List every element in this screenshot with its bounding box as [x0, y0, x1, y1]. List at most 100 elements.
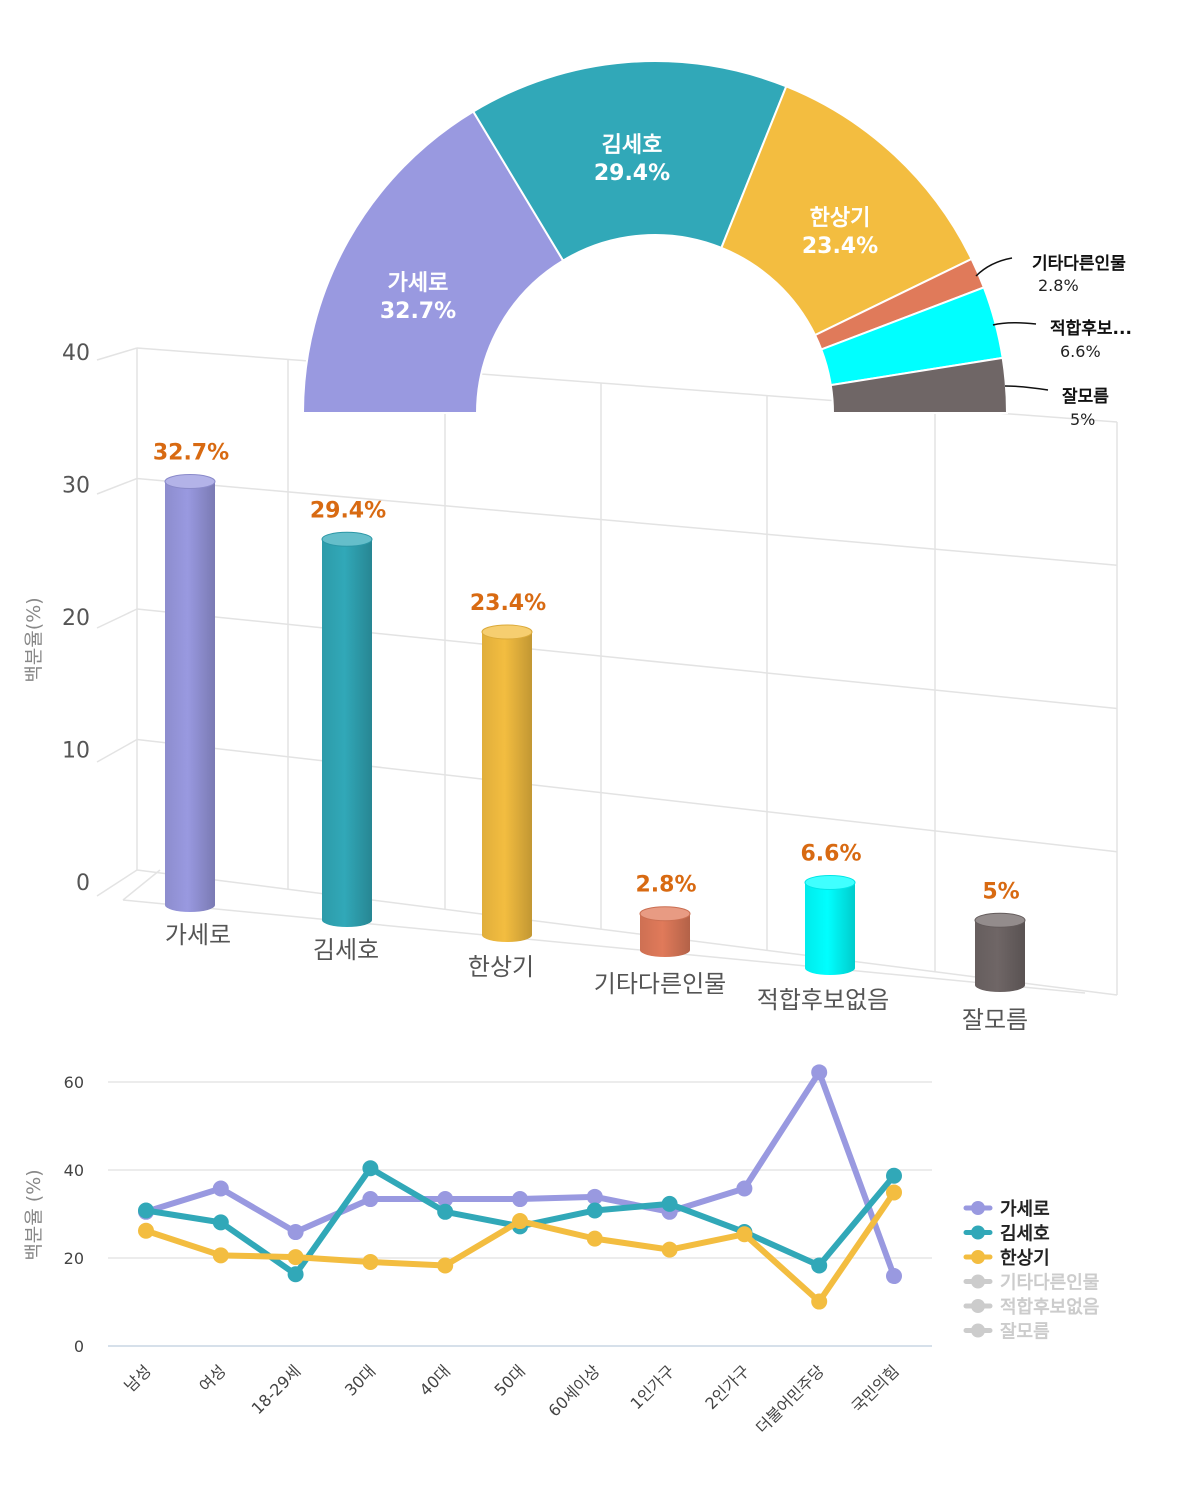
- legend-item-1: 김세호: [963, 1224, 1050, 1245]
- line-chart-ylabel: 백분율 (%): [23, 1169, 45, 1260]
- series-point-0-6: [586, 1188, 603, 1205]
- legend-item-2: 한상기: [963, 1248, 1050, 1269]
- series-point-0-2: [287, 1224, 304, 1241]
- bar-category-label-2: 한상기: [468, 953, 534, 981]
- pie-slice-0: 가세로 32.7%: [301, 110, 565, 414]
- legend-marker-2: [971, 1250, 985, 1264]
- pie-slice-value-2: 23.4%: [802, 234, 878, 259]
- grid-line-10: [136, 738, 1118, 853]
- bar-top-1: [321, 531, 373, 547]
- legend-label-0: 가세로: [1000, 1199, 1050, 1220]
- bar-4: 6.6% 적합후보없음: [757, 842, 889, 1014]
- grid-side-20: [96, 608, 138, 629]
- series-point-1-3: [362, 1160, 379, 1177]
- ytick-20: 20: [62, 606, 90, 631]
- pie-slice-label-3: 기타다른인물: [1032, 254, 1126, 274]
- lcat-8: 2인가구: [701, 1361, 753, 1413]
- legend-label-4: 적합후보없음: [1000, 1296, 1099, 1318]
- ytick-0: 0: [76, 871, 90, 896]
- pie-slice-shape-5: [829, 356, 1009, 414]
- series-point-0-8: [736, 1180, 753, 1197]
- lcat-7: 1인가구: [627, 1361, 679, 1413]
- lcat-2: 18-29세: [248, 1361, 305, 1418]
- series-point-1-6: [586, 1202, 603, 1219]
- legend-marker-0: [971, 1201, 985, 1215]
- pie-connector-3: [975, 257, 1013, 277]
- pie-slice-label-0: 가세로: [388, 271, 449, 296]
- grid-line-0: [136, 869, 1118, 996]
- bar-category-label-0: 가세로: [165, 921, 231, 949]
- floor-left-edge: [122, 869, 161, 901]
- bar-value-label-1: 29.4%: [310, 498, 386, 523]
- pie-connector-5: [1004, 385, 1049, 391]
- grid-side-40: [96, 347, 138, 361]
- pie-slice-3: 기타다른인물 2.8%: [813, 254, 1126, 351]
- legend-marker-3: [971, 1274, 985, 1289]
- bar-category-label-3: 기타다른인물: [594, 970, 726, 998]
- bar-top-2: [481, 624, 533, 640]
- bar-category-label-1: 김세호: [313, 936, 379, 964]
- grid-side-0: [96, 869, 138, 897]
- bar-chart-ylabel: 백분율(%): [23, 597, 45, 682]
- semi-donut-chart: 가세로 32.7% 김세호 29.4% 한상기 23.4% 기타다른인물 2.8% 적합후보..…: [301, 60, 1132, 429]
- series-point-2-9: [811, 1293, 828, 1310]
- legend-marker-1: [971, 1225, 985, 1240]
- lcat-6: 60세이상: [545, 1361, 604, 1420]
- pie-slice-shape-2: [720, 85, 973, 337]
- pie-slice-2: 한상기 23.4%: [720, 85, 973, 337]
- bar-value-label-4: 6.6%: [800, 842, 861, 867]
- pie-slice-label-5: 잘모름: [1062, 386, 1109, 407]
- legend-label-5: 잘모름: [1000, 1322, 1050, 1343]
- grid-side-30: [96, 477, 138, 495]
- pie-slice-value-5: 5%: [1070, 410, 1095, 429]
- pie-slice-label-2: 한상기: [810, 206, 871, 231]
- legend-label-2: 한상기: [1000, 1248, 1050, 1269]
- series-point-1-10: [886, 1167, 902, 1184]
- bar-chart-grid: [96, 347, 1118, 996]
- pie-slice-5: 잘모름 5%: [829, 356, 1109, 429]
- ytick-30: 30: [62, 474, 90, 499]
- bar-chart-bars: 32.7% 가세로 29.4% 김세호 23.4% 한상기 2.8% 기타다른인물 6.6% 적합…: [153, 441, 1028, 1034]
- bar-value-label-0: 32.7%: [153, 441, 229, 466]
- series-point-0-1: [212, 1180, 229, 1197]
- series-point-0-4: [437, 1191, 454, 1208]
- floor-front-edge: [122, 899, 1086, 994]
- series-point-0-10: [886, 1268, 902, 1285]
- ytick-10: 10: [62, 739, 90, 764]
- series-point-2-5: [512, 1213, 528, 1230]
- bar-3: 2.8% 기타다른인물: [594, 873, 726, 998]
- pie-slice-label-4: 적합후보...: [1050, 318, 1132, 339]
- series-point-0-3: [362, 1191, 379, 1208]
- ytick-40: 40: [62, 341, 90, 366]
- series-point-2-10: [886, 1184, 902, 1201]
- series-point-0-5: [512, 1191, 528, 1208]
- legend-marker-4: [971, 1299, 985, 1313]
- bar-top-4: [804, 875, 856, 891]
- bar-chart-yticks: 0 10 20 30 40: [62, 341, 90, 896]
- pie-connector-4: [992, 321, 1037, 326]
- lcat-4: 40대: [416, 1361, 454, 1399]
- legend-item-3: 기타다른인물: [963, 1273, 1099, 1294]
- bar-body-5: [975, 920, 1025, 992]
- lcat-10: 국민의힘: [848, 1361, 903, 1416]
- series-point-2-7: [661, 1241, 678, 1258]
- bar-top-5: [974, 912, 1026, 928]
- series-point-1-9: [811, 1257, 828, 1274]
- line-chart-grid: 0 20 40 60: [64, 1073, 932, 1356]
- bar-value-label-3: 2.8%: [635, 873, 696, 898]
- bar-top-3: [639, 906, 691, 922]
- series-point-1-1: [212, 1214, 229, 1231]
- series-point-1-0: [138, 1202, 154, 1219]
- lcat-0: 남성: [121, 1361, 155, 1395]
- series-point-0-9: [811, 1064, 828, 1081]
- series-point-2-2: [287, 1249, 304, 1266]
- bar-1: 29.4% 김세호: [310, 498, 386, 964]
- bar-body-2: [482, 631, 532, 942]
- series-point-2-0: [138, 1222, 154, 1239]
- series-point-2-8: [736, 1226, 753, 1243]
- series-point-2-1: [212, 1247, 229, 1264]
